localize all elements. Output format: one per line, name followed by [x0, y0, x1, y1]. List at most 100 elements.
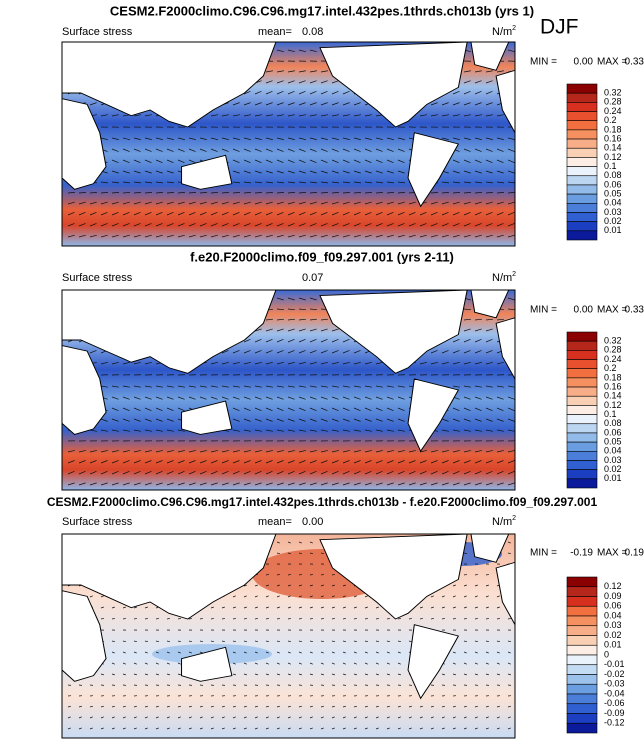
wind-vector	[188, 716, 192, 719]
colorbar-label: -0.04	[604, 688, 625, 698]
wind-vector	[298, 201, 306, 205]
colorbar-label: 0.14	[604, 143, 622, 153]
wind-vector	[210, 212, 218, 216]
wind-vector	[419, 114, 427, 117]
wind-vector	[397, 148, 405, 152]
wind-vector	[287, 80, 295, 84]
colorbar-box	[566, 395, 598, 406]
wind-vector	[265, 716, 269, 719]
colorbar-box	[566, 596, 598, 607]
wind-vector	[287, 223, 295, 227]
wind-vector	[276, 49, 284, 52]
wind-vector	[199, 705, 203, 708]
wind-vector	[485, 396, 493, 400]
wind-vector	[133, 385, 141, 388]
wind-vector	[243, 212, 251, 216]
colorbar-box	[566, 635, 598, 646]
wind-vector	[507, 450, 515, 453]
wind-vector	[463, 212, 471, 216]
wind-vector	[474, 396, 482, 400]
colorbar-label: 0.24	[604, 106, 622, 116]
wind-vector	[320, 482, 328, 486]
wind-vector	[474, 716, 478, 719]
colorbar-label: 0.04	[604, 198, 622, 208]
wind-vector	[507, 651, 511, 654]
wind-vector	[111, 727, 115, 730]
wind-vector	[342, 350, 350, 354]
wind-vector	[78, 470, 86, 475]
wind-vector	[452, 450, 460, 453]
wind-vector	[331, 396, 339, 400]
wind-vector	[441, 716, 445, 719]
wind-vector	[133, 114, 141, 117]
wind-vector	[364, 361, 372, 365]
wind-vector	[485, 727, 489, 730]
wind-vector	[496, 418, 504, 422]
wind-vector	[254, 584, 258, 587]
wind-vector	[430, 102, 438, 106]
wind-vector	[287, 318, 295, 321]
wind-vector	[111, 651, 115, 654]
wind-vector	[298, 223, 306, 227]
wind-vector	[133, 482, 141, 486]
wind-vector	[320, 407, 328, 412]
colorbar-box	[566, 120, 598, 131]
wind-vector	[232, 181, 240, 184]
wind-vector	[386, 385, 394, 388]
wind-vector	[177, 618, 182, 620]
wind-vector	[485, 705, 489, 708]
wind-vector	[507, 482, 515, 486]
wind-vector	[276, 418, 284, 422]
wind-vector	[144, 450, 152, 453]
wind-vector	[309, 673, 313, 676]
wind-vector	[166, 396, 174, 400]
wind-vector	[452, 212, 460, 216]
wind-vector	[485, 212, 493, 216]
wind-vector	[133, 181, 141, 184]
colorbar-box	[566, 414, 598, 425]
wind-vector	[364, 148, 372, 152]
wind-vector	[78, 727, 82, 730]
wind-vector	[474, 338, 482, 343]
wind-vector	[364, 170, 372, 174]
wind-vector	[89, 705, 93, 708]
wind-vector	[111, 618, 116, 620]
wind-vector	[353, 350, 361, 354]
wind-vector	[496, 640, 500, 643]
wind-vector	[309, 148, 317, 152]
wind-vector	[199, 640, 203, 643]
colorbar-label: 0.12	[604, 152, 622, 162]
colorbar-box	[566, 377, 598, 388]
wind-vector	[144, 234, 152, 238]
map	[61, 289, 516, 491]
wind-vector	[331, 673, 335, 676]
wind-vector	[232, 673, 236, 676]
wind-vector	[452, 338, 460, 343]
wind-vector	[144, 361, 152, 365]
wind-vector	[452, 192, 461, 194]
wind-vector	[177, 673, 181, 676]
wind-vector	[232, 640, 236, 643]
wind-vector	[342, 662, 346, 665]
wind-vector	[485, 662, 489, 665]
wind-vector	[496, 482, 504, 486]
wind-vector	[375, 192, 384, 194]
wind-vector	[111, 640, 115, 643]
wind-vector	[364, 705, 368, 708]
wind-vector	[276, 308, 284, 311]
wind-vector	[111, 482, 119, 486]
wind-vector	[353, 181, 361, 184]
wind-vector	[375, 361, 383, 365]
wind-vector	[155, 201, 163, 205]
wind-vector	[243, 407, 251, 412]
wind-vector	[342, 234, 350, 238]
wind-vector	[507, 385, 515, 388]
colorbar-box	[566, 625, 598, 636]
wind-vector	[155, 418, 163, 422]
units: N/m2	[492, 271, 516, 284]
wind-vector	[430, 212, 438, 216]
wind-vector	[265, 181, 273, 184]
wind-vector	[276, 234, 284, 238]
wind-vector	[463, 80, 471, 84]
wind-vector	[452, 470, 460, 475]
